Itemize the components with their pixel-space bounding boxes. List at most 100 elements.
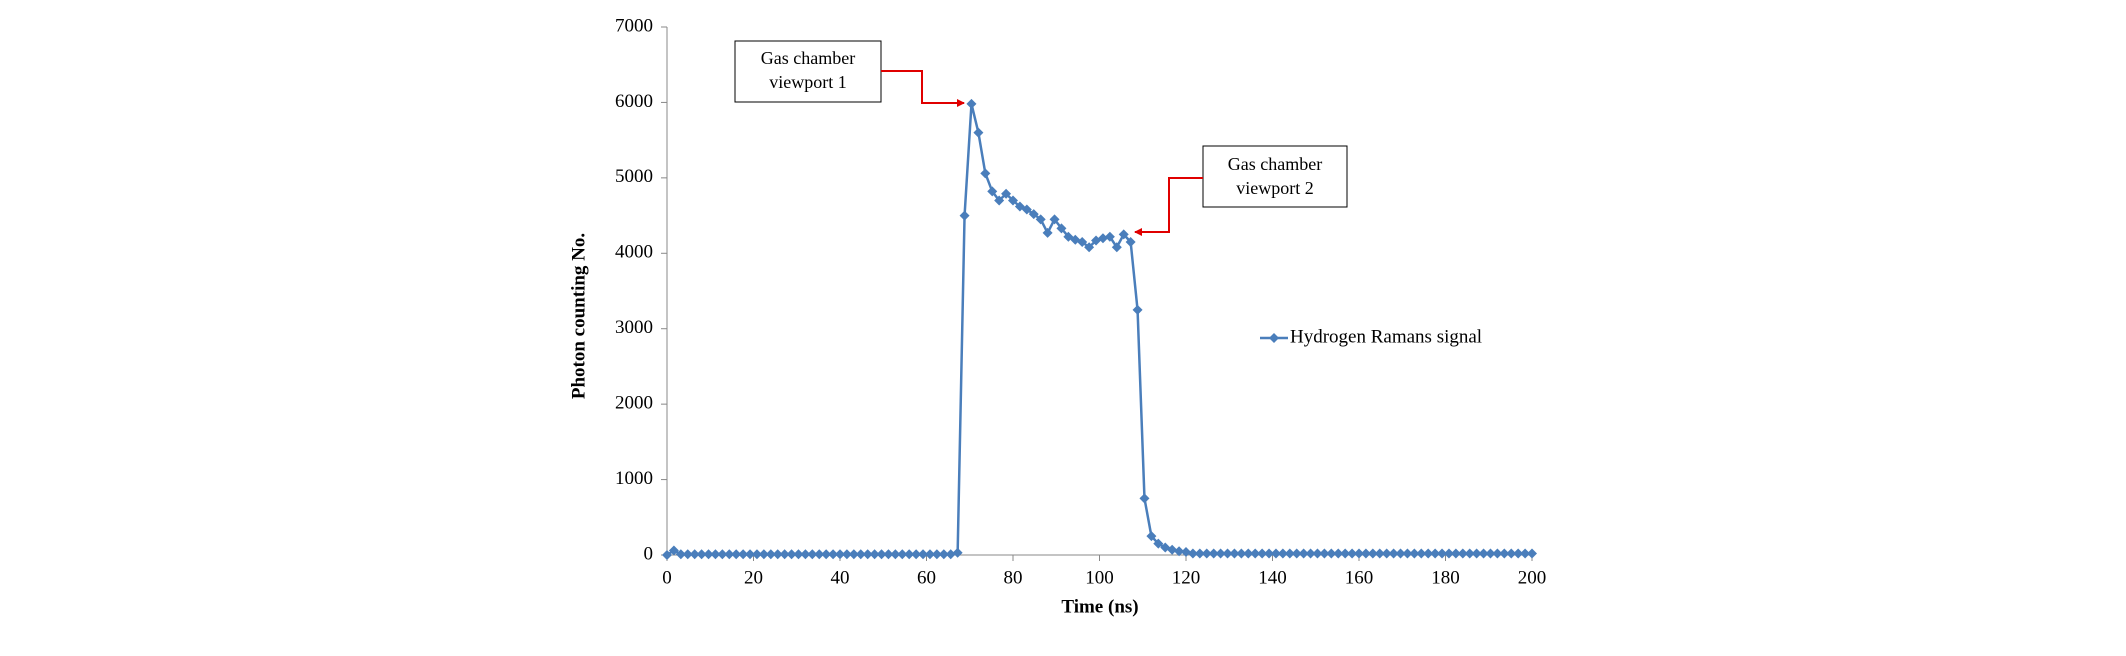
data-point	[751, 549, 762, 560]
data-point	[1077, 236, 1088, 247]
annotation-text: Gas chamber	[1228, 154, 1322, 174]
data-point	[1201, 548, 1212, 559]
data-point	[662, 550, 672, 560]
data-point	[675, 549, 686, 560]
data-point	[779, 549, 790, 560]
y-axis-title: Photon counting No.	[568, 233, 589, 399]
data-point	[1416, 548, 1427, 559]
data-point	[1208, 548, 1219, 559]
data-point	[938, 549, 949, 560]
data-point	[1388, 548, 1399, 559]
data-point	[1319, 548, 1330, 559]
data-point	[1298, 548, 1309, 559]
annotation-box	[1202, 145, 1348, 208]
y-tick-label: 6000	[615, 91, 653, 112]
data-point	[1506, 548, 1517, 559]
y-tick-label: 1000	[615, 468, 653, 489]
x-tick-label: 80	[1004, 567, 1023, 588]
data-point	[890, 549, 901, 560]
data-point	[1035, 214, 1046, 225]
data-point	[1264, 548, 1275, 559]
data-point	[1423, 548, 1434, 559]
data-point	[1104, 231, 1115, 242]
data-point	[1464, 548, 1475, 559]
annotation-text: viewport 1	[769, 72, 846, 92]
data-point	[1360, 548, 1371, 559]
x-tick-label: 160	[1345, 567, 1374, 588]
data-point	[1270, 548, 1281, 559]
data-point	[793, 549, 804, 560]
data-point	[772, 549, 783, 560]
data-point	[1243, 548, 1254, 559]
data-point	[828, 549, 839, 560]
data-point	[1222, 548, 1233, 559]
data-point	[1021, 204, 1032, 215]
annotation-arrow	[1134, 177, 1203, 236]
data-point	[696, 549, 707, 560]
data-point	[924, 549, 935, 560]
legend-label: Hydrogen Ramans signal	[1290, 326, 1482, 347]
data-point	[931, 549, 942, 560]
data-point	[1181, 546, 1191, 557]
data-point	[1312, 548, 1323, 559]
data-point	[1381, 548, 1392, 559]
data-point	[745, 549, 756, 560]
data-point	[703, 549, 714, 560]
y-tick-label: 3000	[615, 317, 653, 338]
data-point	[1174, 546, 1185, 557]
data-point	[855, 549, 866, 560]
annotation-box	[734, 40, 882, 103]
data-point	[724, 549, 735, 560]
data-point	[731, 549, 742, 560]
x-tick-label: 180	[1431, 567, 1460, 588]
data-point	[1492, 548, 1503, 559]
data-point	[738, 549, 749, 560]
data-point	[959, 210, 970, 221]
data-point	[987, 186, 998, 197]
data-point	[862, 549, 873, 560]
data-point	[945, 549, 956, 560]
data-point	[682, 549, 693, 560]
data-point	[911, 549, 922, 560]
data-point	[1153, 538, 1164, 549]
data-point	[1499, 548, 1510, 559]
x-tick-label: 20	[744, 567, 763, 588]
data-point	[1374, 548, 1385, 559]
data-point	[1291, 548, 1302, 559]
data-point	[1215, 548, 1226, 559]
data-point	[1354, 548, 1364, 559]
data-point	[1457, 548, 1468, 559]
data-point	[1028, 209, 1039, 220]
data-point	[841, 549, 852, 560]
data-point	[994, 195, 1005, 206]
data-point	[1229, 548, 1240, 559]
x-tick-label: 100	[1085, 567, 1114, 588]
data-point	[848, 549, 859, 560]
data-point	[980, 168, 991, 179]
data-point	[1326, 548, 1337, 559]
data-point	[869, 549, 880, 560]
data-point	[786, 549, 797, 560]
data-point	[973, 127, 984, 138]
data-point	[765, 549, 776, 560]
data-point	[1395, 548, 1406, 559]
annotation-arrow	[881, 70, 965, 107]
x-tick-label: 0	[662, 567, 672, 588]
data-point	[821, 549, 832, 560]
data-point	[814, 549, 825, 560]
data-point	[1485, 548, 1496, 559]
data-point	[717, 549, 728, 560]
data-point	[1167, 544, 1178, 555]
data-point	[1277, 548, 1288, 559]
data-point	[897, 549, 908, 560]
x-axis-title: Time (ns)	[1061, 596, 1138, 617]
data-point	[1049, 214, 1060, 225]
data-point	[1367, 548, 1378, 559]
legend-marker	[1269, 333, 1279, 343]
data-point	[1194, 548, 1205, 559]
data-point	[1084, 242, 1095, 253]
data-point	[1001, 188, 1012, 199]
data-point	[1139, 493, 1150, 504]
data-point	[1450, 548, 1461, 559]
data-point	[918, 549, 929, 560]
